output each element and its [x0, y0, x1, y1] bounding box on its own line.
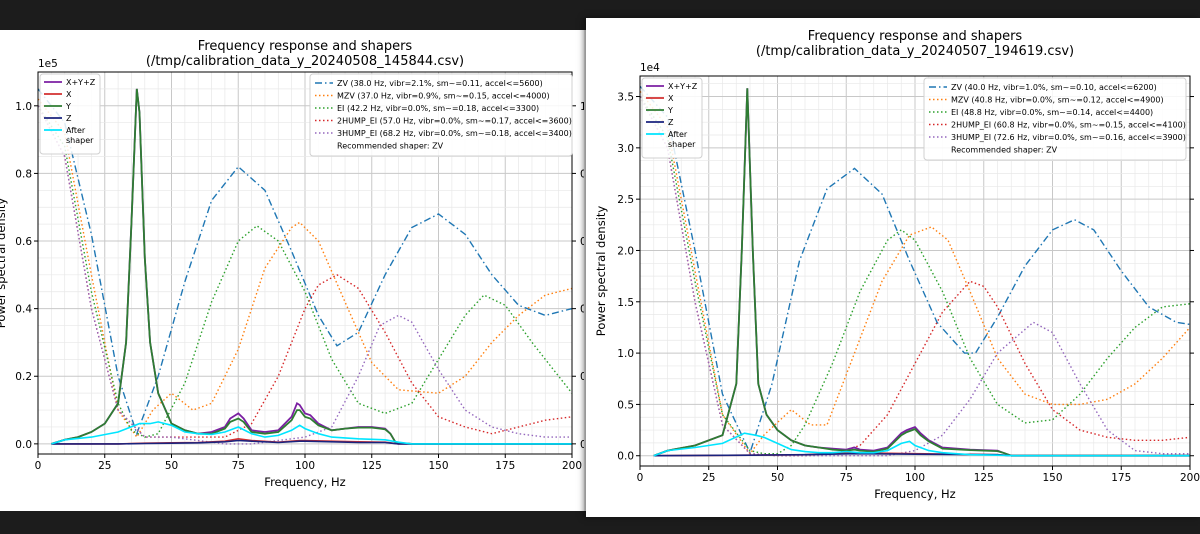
legend-psd-label: X+Y+Z [668, 82, 698, 91]
shaper-line-2 [38, 105, 572, 438]
x-tick-label: 75 [840, 472, 853, 484]
legend-shapers-box [309, 73, 573, 157]
window-divider [584, 30, 586, 511]
legend-shaper-label: 3HUMP_EI (68.2 Hz, vibr=0.0%, sm~=0.18, … [337, 129, 572, 138]
x-axis-label: Frequency, Hz [874, 487, 955, 501]
x-tick-label: 200 [562, 460, 582, 472]
legend-shaper-label: 3HUMP_EI (72.6 Hz, vibr=0.0%, sm~=0.16, … [951, 133, 1186, 142]
y-tick-label: 0.4 [15, 304, 32, 316]
legend-shaper-label: EI (48.8 Hz, vibr=0.0%, sm~=0.14, accel<… [951, 108, 1153, 117]
right-axis-tick-label: 0 [580, 439, 584, 451]
legend-psd-label: X [66, 90, 72, 99]
y-axis-label: Power spectral density [594, 206, 608, 337]
chart-title: Frequency response and shapers [808, 29, 1023, 44]
psd-line-after [653, 432, 1190, 457]
right-axis-tick-label: 0 [580, 168, 584, 180]
shaper-line-0 [38, 88, 572, 436]
legend-shaper-label: 2HUMP_EI (60.8 Hz, vibr=0.0%, sm~=0.15, … [951, 121, 1186, 130]
legend-psd-label: After [66, 126, 86, 135]
chart-subtitle: (/tmp/calibration_data_y_20240508_145844… [146, 54, 464, 69]
shaper-line-1 [38, 98, 572, 439]
legend-shaper-label: EI (42.2 Hz, vibr=0.0%, sm~=0.18, accel<… [337, 104, 539, 113]
psd-line-z [51, 439, 572, 445]
y-tick-label: 0.6 [15, 236, 32, 248]
legend-shapers-box [923, 77, 1187, 161]
psd-line-after [51, 421, 572, 445]
legend-shaper-label: ZV (38.0 Hz, vibr=2.1%, sm~=0.11, accel<… [337, 79, 543, 88]
y-tick-label: 3.0 [617, 143, 634, 155]
legend-psd-label: Y [667, 106, 673, 115]
x-tick-label: 25 [98, 460, 111, 472]
right-axis-tick-label: 0 [580, 236, 584, 248]
y-tick-label: 0.8 [15, 168, 32, 180]
legend-psd-label: X [668, 94, 674, 103]
legend-shapers: ZV (38.0 Hz, vibr=2.1%, sm~=0.11, accel<… [309, 73, 573, 157]
plot-area [640, 85, 1190, 457]
x-tick-label: 50 [771, 472, 784, 484]
legend-shaper-label: ZV (40.0 Hz, vibr=1.0%, sm~=0.10, accel<… [951, 83, 1157, 92]
y-scale-label: 1e5 [38, 58, 58, 70]
x-tick-label: 150 [428, 460, 448, 472]
recommended-shaper-label: Recommended shaper: ZV [337, 142, 444, 151]
shaper-line-2 [640, 96, 1190, 455]
chart-left-window: Frequency response and shapers (/tmp/cali… [0, 30, 584, 511]
x-tick-label: 175 [1111, 472, 1131, 484]
recommended-shaper-label: Recommended shaper: ZV [951, 146, 1058, 155]
legend-psd-label: Z [66, 114, 72, 123]
y-scale-label: 1e4 [640, 62, 660, 74]
y-tick-label: 0.0 [15, 439, 32, 451]
x-tick-label: 100 [295, 460, 315, 472]
x-tick-label: 150 [1042, 472, 1062, 484]
y-tick-label: 1.0 [617, 348, 634, 360]
x-tick-label: 0 [35, 460, 42, 472]
legend-psd-label: shaper [66, 136, 94, 145]
right-axis-tick-label: 1 [580, 101, 584, 113]
legend-psd-label: Z [668, 118, 674, 127]
x-tick-label: 0 [637, 472, 644, 484]
x-tick-label: 100 [905, 472, 925, 484]
shaper-line-0 [640, 85, 1190, 455]
x-axis-label: Frequency, Hz [264, 475, 345, 489]
y-axis-label: Power spectral density [0, 198, 8, 329]
legend-psd-label: shaper [668, 140, 696, 149]
y-tick-label: 2.0 [617, 245, 634, 257]
y-tick-label: 2.5 [617, 194, 634, 206]
x-tick-label: 50 [165, 460, 178, 472]
x-tick-label: 125 [362, 460, 382, 472]
y-tick-label: 1.5 [617, 297, 634, 309]
y-tick-label: 0.0 [617, 451, 634, 463]
right-axis-tick-label: 0 [580, 304, 584, 316]
legend-psd-label: Y [65, 102, 71, 111]
y-tick-label: 3.5 [617, 92, 634, 104]
x-tick-label: 125 [974, 472, 994, 484]
x-tick-label: 75 [232, 460, 245, 472]
plot-area [38, 88, 572, 445]
legend-psd-label: After [668, 130, 688, 139]
chart-title: Frequency response and shapers [198, 39, 413, 54]
legend-shapers: ZV (40.0 Hz, vibr=1.0%, sm~=0.10, accel<… [923, 77, 1187, 161]
chart-subtitle: (/tmp/calibration_data_y_20240507_194619… [756, 44, 1074, 59]
x-tick-label: 200 [1180, 472, 1200, 484]
chart-right-window: Frequency response and shapers (/tmp/cali… [586, 18, 1200, 517]
shaper-line-3 [38, 105, 572, 438]
x-tick-label: 175 [495, 460, 515, 472]
legend-shaper-label: MZV (40.8 Hz, vibr=0.0%, sm~=0.12, accel… [951, 96, 1164, 105]
x-tick-label: 25 [702, 472, 715, 484]
legend-psd-label: X+Y+Z [66, 78, 96, 87]
legend-shaper-label: MZV (37.0 Hz, vibr=0.9%, sm~=0.15, accel… [337, 92, 550, 101]
legend-shaper-label: 2HUMP_EI (57.0 Hz, vibr=0.0%, sm~=0.17, … [337, 117, 572, 126]
chart-right: Frequency response and shapers(/tmp/cali… [594, 29, 1200, 501]
y-tick-label: 0.2 [15, 371, 32, 383]
chart-left: Frequency response and shapers(/tmp/cali… [0, 39, 584, 489]
y-tick-label: 0.5 [617, 399, 634, 411]
y-tick-label: 1.0 [15, 101, 32, 113]
right-axis-tick-label: 0 [580, 371, 584, 383]
